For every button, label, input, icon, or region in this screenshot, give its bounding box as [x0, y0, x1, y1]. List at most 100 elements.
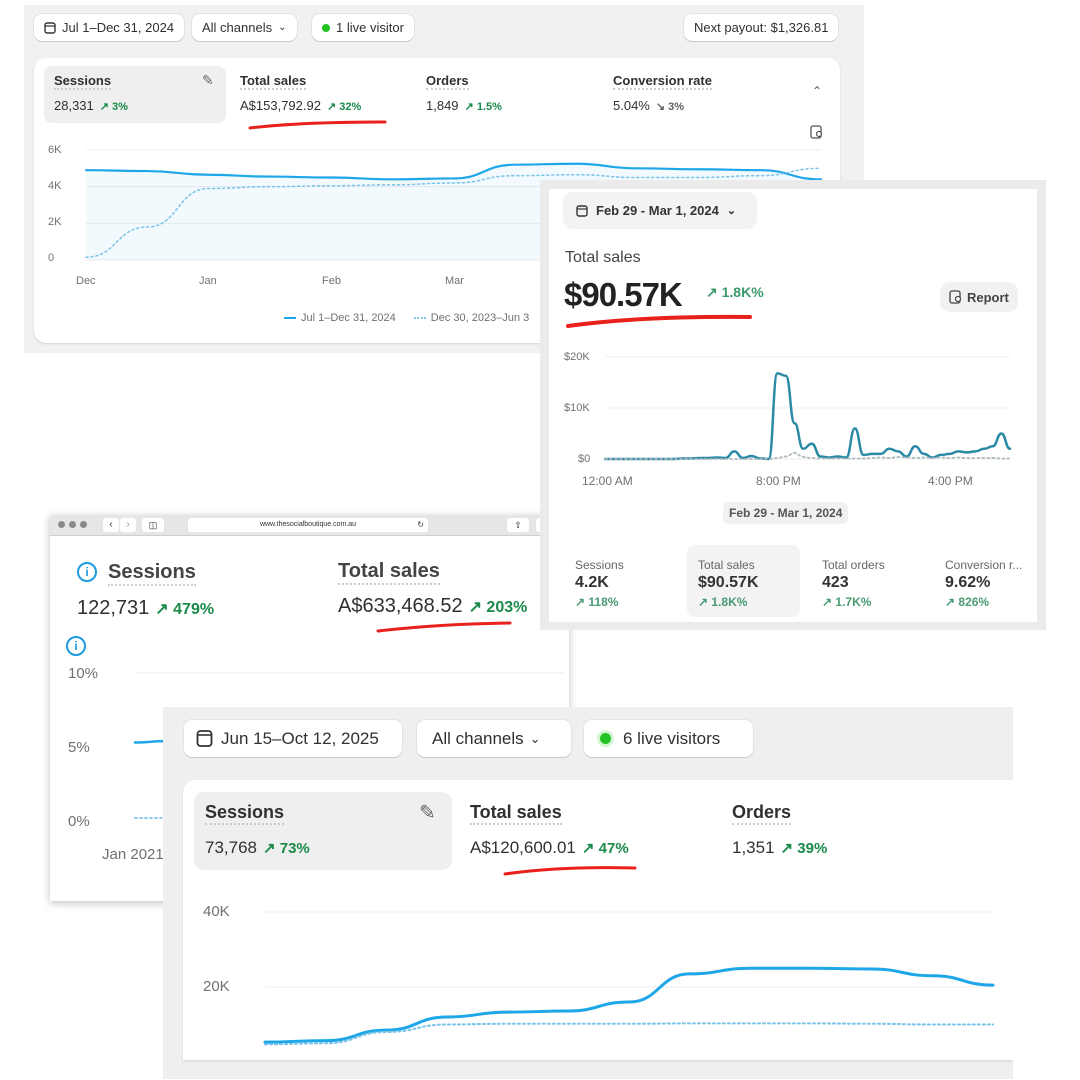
live-visitors-label: 6 live visitors	[623, 728, 721, 748]
calendar-icon	[196, 730, 213, 747]
metric-change: ↗ 3%	[99, 101, 128, 113]
calendar-icon	[44, 22, 56, 34]
metric-value: A$153,792.92	[240, 98, 321, 113]
metric-label[interactable]: Sessions	[108, 561, 196, 586]
x-tick: Feb	[322, 275, 341, 287]
share-icon[interactable]: ⇧	[507, 518, 529, 532]
chevron-down-icon: ⌄	[726, 205, 737, 217]
arrow-up-icon: ↗	[581, 840, 599, 857]
date-range-button[interactable]: Feb 29 - Mar 1, 2024 ⌄	[563, 192, 757, 229]
metric-label[interactable]: Total orders	[822, 558, 885, 572]
series-line-current	[133, 739, 167, 744]
series-line-current	[263, 966, 995, 1044]
conversion-line-chart	[133, 672, 565, 819]
metric-value: 28,331	[54, 98, 94, 113]
metric-label[interactable]: Sessions	[54, 73, 112, 90]
chevron-down-icon: ⌄	[529, 730, 541, 746]
date-range-label: Jul 1–Dec 31, 2024	[62, 20, 175, 35]
analytics-panel-2025: Jun 15–Oct 12, 2025 All channels ⌄ 6 liv…	[163, 707, 1013, 1079]
sessions-tile-selected[interactable]	[44, 66, 226, 123]
browser-toolbar: ‹ › ◫ www.thesocialboutique.com.au ↻ ⇧ ⧉	[50, 515, 569, 536]
chevron-down-icon: ⌄	[278, 22, 287, 33]
arrow-up-icon: ↗	[326, 101, 340, 113]
next-payout-button[interactable]: Next payout: $1,326.81	[684, 14, 839, 41]
channels-label: All channels	[432, 728, 524, 748]
metric-label[interactable]: Total sales	[470, 802, 562, 825]
arrow-up-icon: ↗	[99, 101, 113, 113]
edit-pencil-icon[interactable]: ✎	[419, 802, 436, 824]
forward-icon[interactable]: ›	[120, 518, 136, 532]
metric-label[interactable]: Orders	[426, 73, 469, 90]
date-range-button[interactable]: Jul 1–Dec 31, 2024	[34, 14, 185, 41]
sessions-line-chart-2025	[263, 911, 995, 1046]
sidebar-icon[interactable]: ◫	[142, 518, 164, 532]
y-tick: 10%	[68, 665, 99, 682]
window-controls[interactable]	[58, 521, 87, 528]
back-icon[interactable]: ‹	[103, 518, 119, 532]
series-line-comparison	[604, 452, 1011, 460]
legend-item-previous[interactable]: Dec 30, 2023–Jun 3	[413, 312, 529, 324]
live-visitors-label: 1 live visitor	[336, 20, 404, 35]
live-dot-icon	[600, 733, 611, 744]
arrow-up-icon: ↗	[822, 595, 836, 609]
info-icon[interactable]: i	[77, 562, 97, 582]
metric-label[interactable]: Orders	[732, 802, 792, 825]
sales-tile-selected[interactable]	[687, 545, 800, 617]
report-button[interactable]: Report	[940, 282, 1018, 312]
metric-label[interactable]: Conversion r...	[945, 558, 1023, 572]
metric-value-row: 5.04% ↘ 3%	[613, 98, 684, 113]
metric-change: ↗ 1.7K%	[822, 595, 872, 609]
metric-label[interactable]: Conversion rate	[613, 73, 712, 90]
report-icon[interactable]	[810, 125, 824, 139]
info-icon[interactable]: i	[66, 636, 86, 656]
reload-icon[interactable]: ↻	[417, 520, 424, 529]
metric-label[interactable]: Total sales	[698, 558, 755, 572]
total-sales-panel: Feb 29 - Mar 1, 2024 ⌄ Total sales $90.5…	[540, 180, 1046, 630]
y-tick: $10K	[564, 402, 590, 414]
date-range-label: Feb 29 - Mar 1, 2024	[596, 203, 719, 218]
metric-label[interactable]: Total sales	[240, 73, 307, 90]
channels-dropdown[interactable]: All channels ⌄	[192, 14, 297, 41]
metric-value-row: 122,731 ↗ 479%	[77, 597, 215, 619]
metric-value-row: 1,849 ↗ 1.5%	[426, 98, 502, 113]
metric-value-row: 73,768 ↗ 73%	[205, 838, 310, 858]
y-tick: 0%	[68, 813, 90, 830]
metric-value: 1,849	[426, 98, 459, 113]
date-pill: Feb 29 - Mar 1, 2024	[723, 502, 849, 524]
metric-change: ↗ 32%	[326, 101, 362, 113]
metric-value: A$120,600.01	[470, 838, 576, 857]
url-bar[interactable]: www.thesocialboutique.com.au ↻	[188, 518, 428, 532]
x-tick: Jan	[199, 275, 217, 287]
y-tick: 40K	[203, 903, 230, 920]
metric-label[interactable]: Sessions	[205, 802, 285, 825]
live-visitors-button[interactable]: 1 live visitor	[312, 14, 414, 41]
y-tick: $0	[578, 453, 591, 465]
sessions-tile-selected[interactable]	[194, 792, 452, 870]
metric-label[interactable]: Sessions	[575, 558, 624, 572]
metric-value-row: 1,351 ↗ 39%	[732, 838, 827, 858]
metric-value-row: 28,331 ↗ 3%	[54, 98, 128, 113]
series-line-current	[603, 372, 1012, 461]
total-sales-value: $90.57K	[564, 276, 683, 313]
date-range-label: Jun 15–Oct 12, 2025	[221, 728, 379, 748]
metric-change: ↘ 3%	[655, 101, 685, 113]
y-tick: 6K	[48, 144, 62, 156]
channels-dropdown[interactable]: All channels ⌄	[417, 720, 571, 757]
arrow-up-icon: ↗	[575, 595, 589, 609]
series-line-current	[84, 162, 823, 181]
legend-item-current[interactable]: Jul 1–Dec 31, 2024	[284, 312, 396, 324]
x-tick: 8:00 PM	[756, 474, 801, 488]
x-tick: 12:00 AM	[582, 474, 633, 488]
arrow-up-icon: ↗	[698, 595, 712, 609]
sales-line-chart	[603, 356, 1012, 461]
metric-change: ↗ 826%	[945, 595, 990, 609]
metric-label[interactable]: Total sales	[338, 560, 440, 585]
edit-pencil-icon[interactable]: ✎	[202, 72, 214, 88]
y-tick: 4K	[48, 180, 62, 192]
date-range-button[interactable]: Jun 15–Oct 12, 2025	[184, 720, 402, 757]
arrow-up-icon: ↗	[780, 840, 798, 857]
metric-value: 4.2K	[575, 574, 609, 591]
live-visitors-button[interactable]: 6 live visitors	[584, 720, 753, 757]
url-text: www.thesocialboutique.com.au	[259, 521, 357, 528]
collapse-chevron-icon[interactable]: ⌃	[812, 84, 823, 98]
